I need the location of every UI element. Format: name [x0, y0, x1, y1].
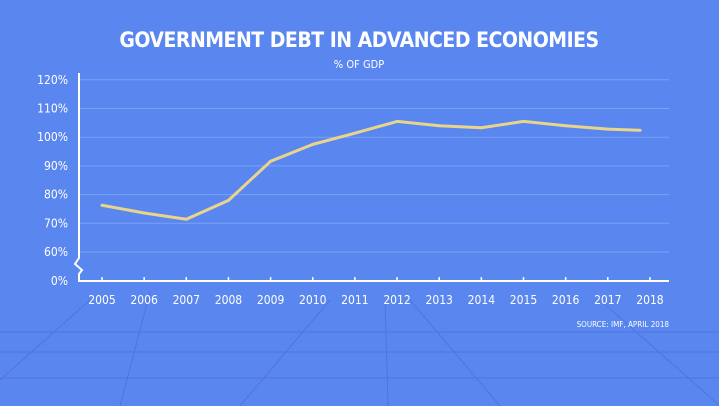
- x-tick-label: 2014: [468, 293, 496, 307]
- data-point: [184, 217, 188, 221]
- data-point: [142, 211, 146, 215]
- x-tick-label: 2009: [257, 293, 285, 307]
- source-note: SOURCE: IMF, APRIL 2018: [577, 320, 670, 329]
- x-tick-label: 2016: [552, 293, 580, 307]
- y-tick-label: 90%: [44, 159, 68, 173]
- x-tick-label: 2006: [130, 293, 158, 307]
- y-tick-label: 120%: [37, 73, 68, 87]
- data-point: [226, 198, 230, 202]
- y-tick-label: 80%: [44, 188, 68, 202]
- x-tick-label: 2018: [636, 293, 664, 307]
- data-point: [395, 119, 399, 123]
- y-tick-label: 70%: [44, 216, 68, 230]
- series-line-debt: [100, 119, 642, 221]
- data-point: [606, 127, 610, 131]
- x-tick-label: 2013: [425, 293, 452, 307]
- x-tick-label: 2015: [510, 293, 537, 307]
- data-point: [564, 124, 568, 128]
- axis-lines: [73, 73, 669, 282]
- data-point: [100, 203, 104, 207]
- x-tick-label: 2007: [173, 293, 200, 307]
- data-point: [311, 142, 315, 146]
- x-tick-label: 2010: [299, 293, 327, 307]
- series-points: [100, 119, 642, 221]
- y-tick-label: 110%: [37, 102, 68, 116]
- chart-subtitle: % OF GDP: [334, 58, 384, 71]
- x-tick-label: 2017: [594, 293, 621, 307]
- x-tick-label: 2008: [215, 293, 243, 307]
- x-tick-label: 2012: [383, 293, 410, 307]
- data-point: [353, 131, 357, 135]
- chart-title: GOVERNMENT DEBT IN ADVANCED ECONOMIES: [119, 28, 598, 52]
- x-tick-label: 2005: [88, 293, 115, 307]
- data-point: [522, 119, 525, 123]
- floor-perspective-lines: [0, 291, 719, 406]
- data-point: [269, 159, 273, 163]
- y-tick-label: 100%: [37, 130, 68, 144]
- x-tick-label: 2011: [341, 293, 368, 307]
- y-tick-label: 0%: [51, 274, 68, 288]
- data-point: [479, 126, 483, 130]
- data-point: [638, 128, 642, 132]
- y-tick-label: 60%: [44, 245, 68, 259]
- data-point: [437, 124, 441, 128]
